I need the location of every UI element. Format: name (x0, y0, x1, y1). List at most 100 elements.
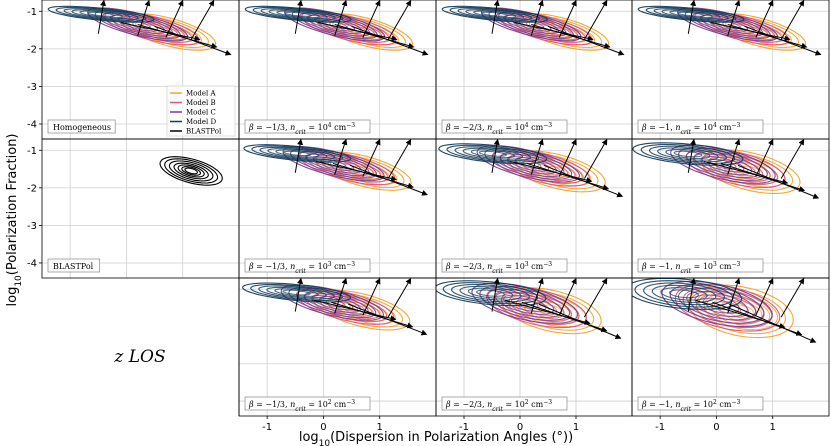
contour-model-d (632, 142, 744, 166)
contour-model-d (283, 150, 312, 157)
contour-model-d (252, 6, 344, 22)
x-tick-label: 1 (573, 422, 579, 433)
contour-blastpol (184, 167, 198, 175)
trend-arrow (190, 0, 215, 40)
x-tick-label: 1 (770, 422, 776, 433)
contour-model-a (703, 292, 779, 331)
panel-label: Homogeneous (47, 119, 116, 134)
trend-arrow (97, 0, 107, 34)
legend-entry: Model D (186, 118, 216, 126)
x-tick-label: 0 (517, 422, 523, 433)
contour-model-d (480, 11, 509, 17)
trend-arrow (351, 25, 429, 56)
contour-model-d (267, 148, 328, 159)
trend-arrow (137, 23, 218, 49)
trend-arrow (727, 139, 741, 175)
panel-label: β = −1/3, ncrit = 102 cm−3 (244, 396, 371, 413)
trend-arrow (334, 23, 415, 49)
trend-arrow (362, 278, 381, 316)
contour-model-d (55, 6, 147, 22)
trend-arrow (780, 139, 805, 179)
contour-group (159, 156, 223, 186)
contour-model-c (488, 9, 575, 39)
panel-label-text: β = −1/3, ncrit = 103 cm−3 (248, 261, 355, 275)
trend-arrow (687, 139, 697, 173)
contour-model-b (682, 287, 773, 329)
contour-model-d (250, 283, 343, 302)
trend-arrow (543, 164, 624, 198)
trend-arrow (165, 0, 184, 38)
contour-blastpol (164, 158, 219, 184)
legend-entry: BLASTPol (186, 128, 222, 136)
contour-group (441, 0, 625, 56)
trend-arrow (362, 139, 381, 177)
contour-model-b (694, 10, 790, 46)
contour-model-d (258, 285, 335, 300)
trend-arrow (583, 0, 608, 40)
trend-arrow (332, 162, 414, 189)
trend-arrow (294, 139, 304, 173)
contour-model-d (470, 149, 515, 159)
los-label: z LOS (113, 347, 165, 367)
panel-label-text: β = −1, ncrit = 104 cm−3 (641, 122, 740, 136)
trend-arrow (334, 278, 348, 314)
contour-model-d (63, 8, 139, 21)
contour-model-d (462, 147, 524, 160)
contour-group (637, 0, 822, 56)
contour-model-d (632, 278, 743, 310)
contour-model-c (692, 12, 764, 37)
panel-r0-c2: β = −2/3, ncrit = 104 cm−3 (435, 0, 633, 140)
contour-model-c (684, 9, 771, 39)
panel-label: β = −1/3, ncrit = 104 cm−3 (244, 119, 371, 136)
trend-arrow (558, 139, 577, 177)
panel-label-text: β = −1/3, ncrit = 104 cm−3 (248, 122, 355, 136)
trend-arrow (727, 278, 741, 314)
contour-model-d (282, 289, 311, 296)
panel-label-text: β = −2/3, ncrit = 104 cm−3 (445, 122, 552, 136)
x-tick-label: 0 (320, 422, 326, 433)
panel-label-text: BLASTPol (53, 262, 94, 271)
panel-label: β = −1/3, ncrit = 103 cm−3 (244, 258, 371, 275)
trend-arrow (334, 139, 348, 175)
trend-arrow (530, 139, 544, 175)
trend-arrow (349, 164, 428, 196)
contour-model-b (525, 20, 565, 36)
trend-arrow (491, 139, 500, 173)
panel-grid: Homogeneous -1 -2 -3 -4 β = −1/3, ncrit = 104… (27, 0, 830, 433)
contour-model-b (329, 20, 369, 36)
contour-model-b (706, 297, 750, 318)
contour-model-d (268, 9, 328, 20)
trend-arrow (387, 139, 412, 179)
contour-model-d (645, 6, 737, 22)
contour-model-c (305, 153, 362, 174)
contour-model-c (288, 287, 377, 319)
contour-blastpol (181, 166, 202, 176)
panel-frame (41, 138, 240, 279)
trend-arrow (687, 278, 697, 312)
contour-model-d (660, 287, 708, 301)
trend-arrow (538, 303, 622, 340)
trend-arrow (583, 278, 608, 318)
panel-r2-c3: β = −1, ncrit = 102 cm−3 -1 0 1 (631, 277, 830, 433)
contour-model-c (102, 12, 174, 37)
contour-model-d (459, 285, 522, 301)
contour-model-d (276, 10, 321, 19)
trend-arrow (334, 0, 348, 36)
contour-model-d (478, 150, 507, 157)
contour-model-b (722, 20, 762, 36)
contour-model-d (449, 6, 541, 22)
contour-model-c (677, 287, 757, 321)
panel-label-text: β = −2/3, ncrit = 102 cm−3 (445, 399, 552, 413)
trend-arrow (687, 0, 697, 34)
contour-model-d (665, 148, 711, 160)
trend-arrow (755, 0, 774, 38)
contour-model-c (289, 148, 378, 179)
trend-arrow (547, 25, 625, 56)
trend-arrow (558, 278, 577, 316)
trend-arrow (729, 303, 817, 343)
contour-model-c (491, 150, 565, 178)
contour-model-c (94, 9, 181, 39)
contour-model-d (243, 144, 352, 163)
trend-arrow (362, 0, 381, 38)
